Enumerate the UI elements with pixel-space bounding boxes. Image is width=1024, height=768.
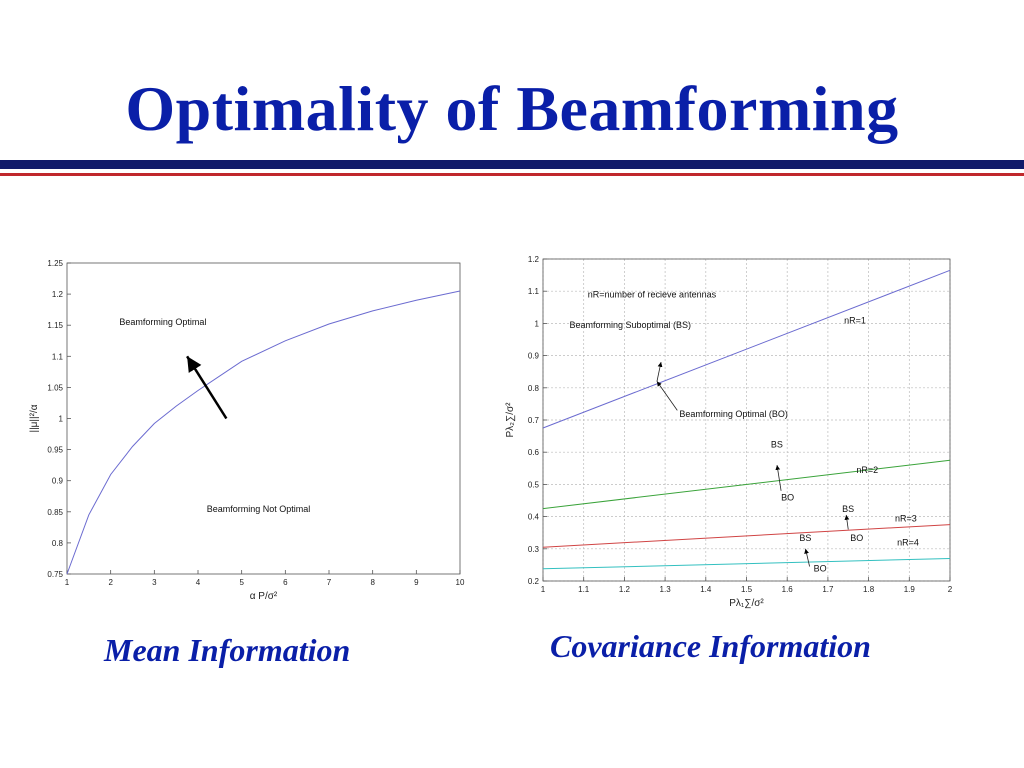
cov-chart-ytick-label-4: 0.6 [528, 448, 540, 457]
cov-chart-xtick-label-2: 1.2 [619, 585, 631, 594]
cov-chart-ytick-label-1: 0.3 [528, 545, 540, 554]
slide-title: Optimality of Beamforming [125, 73, 899, 144]
mean-chart-xtick-label-4: 5 [239, 578, 244, 587]
cov-chart-ytick-label-6: 0.8 [528, 384, 540, 393]
mean-chart-xtick-label-3: 4 [196, 578, 201, 587]
mean-chart-annotation-2: Beamforming Not Optimal [207, 504, 311, 514]
cov-chart-ytick-label-10: 1.2 [528, 255, 540, 264]
cov-chart-annotation-6: BO [781, 493, 794, 503]
mean-chart-ytick-label-0: 0.75 [47, 570, 63, 579]
cov-chart-annotation-10: BO [850, 533, 863, 543]
mean-chart-ytick-label-10: 1.25 [47, 259, 63, 268]
mean-chart-optimality-arrow [186, 355, 228, 420]
cov-chart-series-2-line [542, 459, 951, 510]
mean-chart-xtick-label-6: 7 [327, 578, 332, 587]
cov-chart-pointer-5 [804, 548, 810, 567]
cov-chart-annotation-7: nR=2 [856, 465, 878, 475]
cov-chart-xtick-label-4: 1.4 [700, 585, 712, 594]
mean-chart-xtick-label-2: 3 [152, 578, 157, 587]
cov-chart-series-1-line [542, 269, 951, 429]
mean-chart-plot-frame [66, 262, 461, 575]
mean-chart-ytick-label-1: 0.8 [52, 539, 64, 548]
cov-chart-x-axis-label: Pλ₁∑/σ² [729, 598, 764, 609]
cov-chart-annotation-4: Beamforming Optimal (BO) [679, 409, 788, 419]
cov-chart-ytick-label-0: 0.2 [528, 577, 540, 586]
cov-chart-annotation-5: BS [771, 439, 783, 449]
cov-chart-plot-frame [542, 258, 951, 582]
mean-chart-ytick-label-4: 0.95 [47, 446, 63, 455]
cov-chart-annotation-3: nR=1 [844, 315, 866, 325]
mean-chart-xtick-label-8: 9 [414, 578, 419, 587]
caption-covariance-information: Covariance Information [550, 628, 871, 664]
cov-chart-xtick-label-3: 1.3 [660, 585, 672, 594]
caption-mean-information: Mean Information [104, 632, 351, 668]
cov-chart-annotation-12: nR=4 [897, 538, 919, 548]
cov-chart-pointer-1 [656, 361, 663, 382]
mean-chart-ytick-label-7: 1.1 [52, 352, 64, 361]
mean-chart-ytick-label-3: 0.9 [52, 477, 64, 486]
cov-chart-ytick-label-3: 0.5 [528, 480, 540, 489]
cov-chart-xtick-label-9: 1.9 [904, 585, 916, 594]
cov-chart-pointer-3 [775, 465, 782, 491]
cov-chart-xtick-label-10: 2 [948, 585, 953, 594]
cov-chart-xtick-label-0: 1 [541, 585, 546, 594]
cov-chart-xtick-label-6: 1.6 [782, 585, 794, 594]
mean-chart-ytick-label-9: 1.2 [52, 290, 64, 299]
cov-chart-annotation-11: BS [799, 533, 811, 543]
cov-chart-series-3-line [542, 524, 951, 548]
mean-chart-xtick-label-1: 2 [108, 578, 113, 587]
cov-chart-annotation-8: BS [842, 504, 854, 514]
cov-chart-ytick-label-2: 0.4 [528, 513, 540, 522]
mean-chart-xtick-label-0: 1 [65, 578, 70, 587]
title-rule-blue [0, 160, 1024, 169]
mean-chart-ytick-label-2: 0.85 [47, 508, 63, 517]
cov-chart-annotation-9: nR=3 [895, 513, 917, 523]
cov-chart-ytick-label-9: 1.1 [528, 287, 540, 296]
mean-chart-xtick-label-5: 6 [283, 578, 288, 587]
cov-chart-annotation-1: nR=number of recieve antennas [588, 290, 717, 300]
mean-chart-annotation-1: Beamforming Optimal [119, 317, 206, 327]
mean-chart-y-axis-label: ||μ||²/α [29, 404, 40, 432]
mean-chart-ytick-label-5: 1 [59, 415, 64, 424]
mean-chart-ytick-label-6: 1.05 [47, 383, 63, 392]
title-rule-red [0, 173, 1024, 176]
mean-chart-x-axis-label: α P/σ² [250, 591, 278, 602]
cov-chart-ytick-label-7: 0.9 [528, 352, 540, 361]
cov-chart-xtick-label-5: 1.5 [741, 585, 753, 594]
cov-chart-series-4-line [542, 558, 951, 570]
mean-chart-ytick-label-8: 1.15 [47, 321, 63, 330]
mean-chart-xtick-label-7: 8 [370, 578, 375, 587]
cov-chart-xtick-label-7: 1.7 [822, 585, 834, 594]
cov-chart-pointer-2 [656, 381, 678, 411]
cov-chart-ytick-label-5: 0.7 [528, 416, 540, 425]
cov-chart-pointer-4 [844, 514, 850, 530]
mean-chart-series-1-line [66, 290, 461, 575]
cov-chart-y-axis-label: Pλ₂∑/σ² [505, 402, 516, 438]
cov-chart-ytick-label-8: 1 [535, 319, 540, 328]
cov-chart-xtick-label-1: 1.1 [578, 585, 590, 594]
cov-chart-annotation-13: BO [814, 563, 827, 573]
cov-chart-annotation-2: Beamforming Suboptimal (BS) [569, 320, 691, 330]
cov-chart-xtick-label-8: 1.8 [863, 585, 875, 594]
mean-chart-xtick-label-9: 10 [456, 578, 465, 587]
